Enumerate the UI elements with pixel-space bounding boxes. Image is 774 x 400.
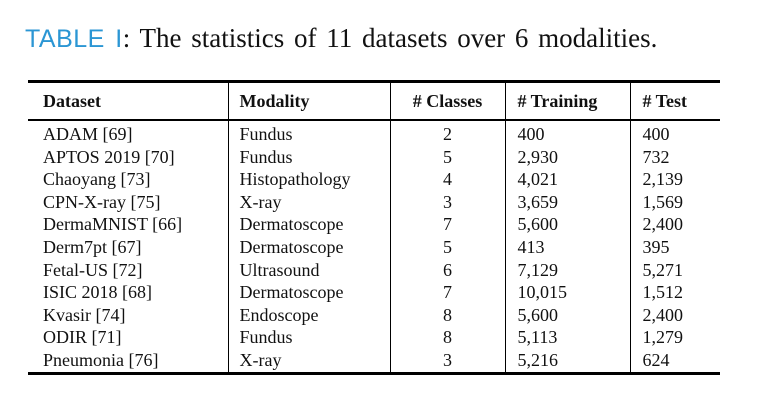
table-cell: 3,659 [504, 190, 630, 214]
table-cell: 3 [389, 190, 505, 214]
table-cell: 1,279 [629, 326, 720, 349]
table-row: DermaMNIST [66] Dermatoscope 7 5,600 2,400 [28, 213, 720, 236]
table-cell: 4,021 [504, 168, 630, 191]
table-cell: ADAM [69] [43, 124, 133, 144]
header-row: Dataset Modality # Classes # Training # Test [28, 81, 720, 121]
table-row: Chaoyang [73] Histopathology 4 4,021 2,139 [28, 168, 720, 191]
table-cell: 624 [629, 348, 720, 374]
table-cell: 5 [389, 235, 505, 259]
table-cell: 400 [504, 120, 630, 146]
datasets-table: Dataset Modality # Classes # Training # Test… [28, 80, 720, 375]
table-cell: 7 [389, 281, 505, 304]
table-row: ODIR [71] Fundus 8 5,113 1,279 [28, 326, 720, 349]
table-row: ISIC 2018 [68] Dermatoscope 7 10,015 1,512 [28, 281, 720, 304]
table-cell: 3 [389, 348, 505, 374]
table-cell: Chaoyang [73] [43, 169, 151, 190]
table-cell: X-ray [227, 348, 390, 374]
table-cell: 7 [389, 213, 505, 236]
table-cell: 2,930 [504, 145, 630, 169]
table-cell: Pneumonia [76] [43, 349, 159, 370]
table-cell: 395 [629, 235, 720, 259]
table-cell: 6 [389, 258, 505, 282]
table-row: Pneumonia [76] X-ray 3 5,216 624 [28, 348, 720, 374]
table-row: APTOS 2019 [70] Fundus 5 2,930 732 [28, 145, 720, 169]
table-cell: 2,400 [629, 303, 720, 327]
table-row: Derm7pt [67] Dermatoscope 5 413 395 [28, 235, 720, 259]
table-cell: Fundus [227, 145, 390, 169]
table-cell: Fetal-US [72] [43, 259, 143, 280]
table-cell: 2,400 [629, 213, 720, 236]
table-row: Kvasir [74] Endoscope 8 5,600 2,400 [28, 303, 720, 327]
table-cell: Ultrasound [227, 258, 390, 282]
table-cell: 5,113 [504, 326, 630, 349]
table-cell: Fundus [227, 120, 390, 146]
table-cell: 5,600 [504, 303, 630, 327]
column-header-training: # Training [504, 81, 630, 121]
table-cell: Histopathology [227, 168, 390, 191]
table-cell: Endoscope [227, 303, 390, 327]
table-cell: DermaMNIST [66] [43, 214, 183, 235]
table-cell: Fundus [227, 326, 390, 349]
table-cell: 1,569 [629, 190, 720, 214]
table-caption-text: : The statistics of 11 datasets over 6 m… [122, 23, 658, 53]
table-cell: X-ray [227, 190, 390, 214]
table-cell: 5,271 [629, 258, 720, 282]
table-caption: TABLE I: The statistics of 11 datasets o… [25, 23, 658, 54]
table-cell: 732 [629, 145, 720, 169]
column-header-modality: Modality [227, 81, 390, 121]
table-cell: 8 [389, 326, 505, 349]
table-cell: 10,015 [504, 281, 630, 304]
table-cell: Derm7pt [67] [43, 236, 142, 257]
table-cell: 5 [389, 145, 505, 169]
table-cell: 400 [629, 120, 720, 146]
table-row: CPN-X-ray [75] X-ray 3 3,659 1,569 [28, 190, 720, 214]
table-cell: 5,600 [504, 213, 630, 236]
column-header-dataset: Dataset [28, 81, 228, 121]
table-cell: 8 [389, 303, 505, 327]
table-cell: CPN-X-ray [75] [43, 191, 161, 212]
table-cell: ISIC 2018 [68] [43, 282, 152, 303]
table-cell: Dermatoscope [227, 235, 390, 259]
table-cell: 2 [389, 120, 505, 146]
table-cell: ODIR [71] [43, 327, 122, 348]
table-row: Fetal-US [72] Ultrasound 6 7,129 5,271 [28, 258, 720, 282]
table-cell: 4 [389, 168, 505, 191]
table-caption-label: TABLE I [25, 25, 123, 53]
table-cell: 413 [504, 235, 630, 259]
column-header-classes: # Classes [389, 81, 505, 121]
table-cell: Dermatoscope [227, 213, 390, 236]
table-cell: 1,512 [629, 281, 720, 304]
table-cell: 5,216 [504, 348, 630, 374]
table-cell: 7,129 [504, 258, 630, 282]
table-cell: Kvasir [74] [43, 304, 126, 325]
table-row: ADAM [69] Fundus 2 400 400 [28, 120, 720, 146]
table-cell: APTOS 2019 [70] [43, 146, 175, 167]
table-cell: 2,139 [629, 168, 720, 191]
column-header-test: # Test [629, 81, 720, 121]
datasets-table-body: ADAM [69] Fundus 2 400 400 APTOS 2019 [70] Fun… [28, 120, 720, 374]
datasets-table-head: Dataset Modality # Classes # Training # Test [28, 81, 720, 121]
table-cell: Dermatoscope [227, 281, 390, 304]
